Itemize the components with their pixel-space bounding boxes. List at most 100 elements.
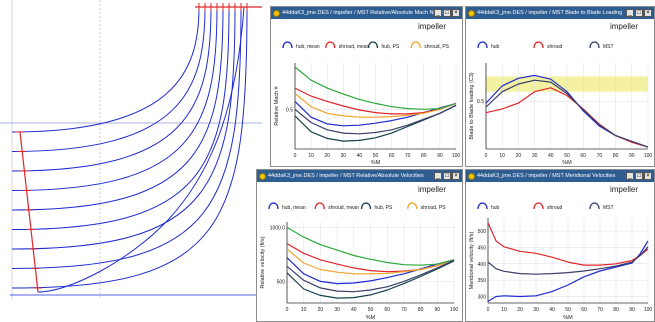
x-tick-label: 60	[384, 307, 390, 313]
series-line	[286, 260, 455, 299]
close-button[interactable]: ×	[644, 172, 652, 180]
series-line	[487, 240, 649, 302]
x-tick-label: 80	[613, 153, 619, 159]
chart-title: impeller	[610, 185, 638, 194]
x-tick-label: 80	[418, 307, 424, 313]
relative-velocity-chart: impeller hub, mean shroud, mean hub, PS shro…	[260, 185, 458, 321]
maximize-button[interactable]: □	[443, 9, 451, 17]
chart-window-velocities[interactable]: 44ddaK3_jme.DES / impeller / MST Relativ…	[256, 169, 463, 322]
legend-label: MST	[603, 205, 614, 211]
y-tick-label: 500	[478, 229, 487, 235]
x-tick-label: 0	[487, 307, 490, 313]
streamline	[11, 6, 230, 230]
y-tick-label: 300	[478, 294, 487, 300]
chart-title: impeller	[418, 22, 446, 31]
x-tick-label: 0	[294, 153, 297, 159]
window-title-bar[interactable]: 44ddaK3_jme.DES / impeller / MST Meridio…	[466, 170, 654, 182]
close-button[interactable]: ×	[644, 9, 652, 17]
x-tick-label: 20	[516, 153, 522, 159]
window-title-bar[interactable]: 44ddaK3_jme.DES / impeller / MST Relativ…	[271, 7, 462, 19]
x-tick-label: 90	[629, 307, 635, 313]
y-axis-label: Blade to Blade loading (C3)	[469, 72, 475, 139]
y-axis-label: Meridional velocity (ft/s)	[469, 231, 475, 289]
x-tick-label: 30	[334, 307, 340, 313]
x-tick-label: 20	[517, 307, 523, 313]
legend-label: hub, PS	[375, 205, 393, 211]
legend-label: shroud, PS	[424, 44, 449, 50]
x-axis-label: %M	[562, 160, 572, 166]
x-tick-label: 0	[485, 153, 488, 159]
legend-swatch	[477, 202, 488, 210]
series-line	[286, 226, 455, 266]
y-axis-label: Relative Mach #	[274, 85, 280, 125]
close-button[interactable]: ×	[452, 9, 460, 17]
window-title-bar[interactable]: 44ddaK3_jme.DES / impeller / MST Blade t…	[466, 7, 654, 19]
x-tick-label: 90	[435, 307, 441, 313]
chart-window-loading[interactable]: 44ddaK3_jme.DES / impeller / MST Blade t…	[465, 6, 655, 167]
app-icon	[468, 172, 475, 180]
series-line	[286, 248, 455, 275]
legend-swatch	[325, 41, 336, 49]
window-title: 44ddaK3_jme.DES / impeller / MST Relativ…	[282, 10, 450, 16]
minimize-button[interactable]: _	[434, 9, 442, 17]
chart-title: impeller	[610, 22, 638, 31]
leading-edge	[19, 131, 39, 293]
legend-swatch	[589, 202, 600, 210]
x-tick-label: 90	[629, 153, 635, 159]
series-line	[294, 92, 457, 118]
x-tick-label: 50	[565, 307, 571, 313]
x-tick-label: 10	[499, 153, 505, 159]
series-line	[294, 66, 457, 110]
x-tick-label: 60	[389, 153, 395, 159]
minimize-button[interactable]: _	[434, 172, 442, 180]
minimize-button[interactable]: _	[626, 172, 634, 180]
mach-number-chart: impeller hub, mean shroud, mean hub, PS shro…	[274, 22, 460, 166]
window-title: 44ddaK3_jme.DES / impeller / MST Meridio…	[477, 173, 616, 179]
x-tick-label: 10	[301, 307, 307, 313]
legend-swatch	[477, 41, 488, 49]
y-tick-label: 450	[478, 245, 487, 251]
app-icon	[259, 172, 266, 180]
maximize-button[interactable]: □	[443, 172, 451, 180]
x-tick-label: 70	[401, 307, 407, 313]
maximize-button[interactable]: □	[635, 9, 643, 17]
series-line	[294, 104, 457, 135]
legend-label: shroud, mean	[328, 205, 359, 211]
legend-label: shroud	[547, 44, 563, 50]
chart-window-meridional-velocities[interactable]: 44ddaK3_jme.DES / impeller / MST Meridio…	[465, 169, 655, 322]
maximize-button[interactable]: □	[635, 172, 643, 180]
window-title: 44ddaK3_jme.DES / impeller / MST Blade t…	[477, 10, 623, 16]
legend-label: shroud, mean	[339, 44, 370, 50]
window-title-bar[interactable]: 44ddaK3_jme.DES / impeller / MST Relativ…	[257, 170, 462, 182]
minimize-button[interactable]: _	[626, 9, 634, 17]
legend-label: hub, mean	[296, 44, 320, 50]
legend-swatch	[533, 202, 544, 210]
x-tick-label: 20	[324, 153, 330, 159]
streamline	[11, 6, 248, 289]
chart-window-mach[interactable]: 44ddaK3_jme.DES / impeller / MST Relativ…	[270, 6, 463, 167]
series-line	[286, 259, 455, 293]
hub-line	[37, 6, 245, 293]
streamline	[11, 6, 242, 269]
x-tick-label: 30	[533, 307, 539, 313]
legend-swatch	[367, 41, 379, 49]
x-tick-label: 30	[532, 153, 538, 159]
legend-swatch	[410, 41, 421, 49]
legend-swatch	[360, 202, 372, 210]
legend-label: shroud	[547, 205, 563, 211]
x-tick-label: 40	[351, 307, 357, 313]
legend-swatch	[407, 202, 418, 210]
x-tick-label: 30	[341, 153, 347, 159]
streamline	[11, 6, 200, 133]
x-tick-label: 80	[613, 307, 619, 313]
x-tick-label: 80	[421, 153, 427, 159]
x-tick-label: 100	[644, 153, 653, 159]
legend-label: shroud, PS	[421, 205, 446, 211]
y-tick-label: 0.5	[477, 99, 484, 105]
close-button[interactable]: ×	[452, 172, 460, 180]
legend-swatch	[533, 41, 544, 49]
streamline	[11, 6, 206, 152]
x-tick-label: 50	[373, 153, 379, 159]
y-tick-label: 350	[478, 278, 487, 284]
x-axis-label: %M	[563, 315, 573, 321]
